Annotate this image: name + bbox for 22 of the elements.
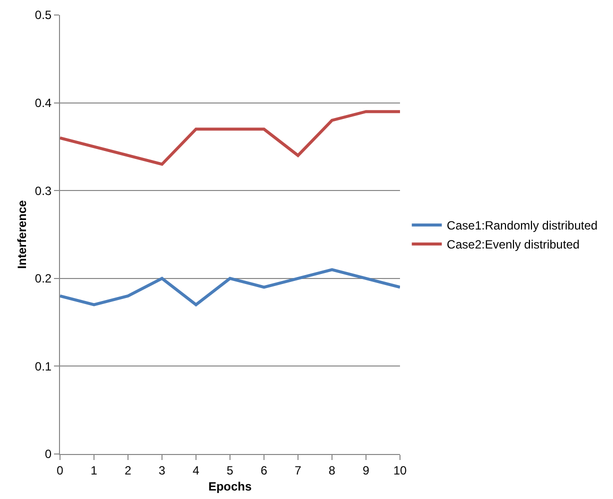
x-tick-label: 0	[56, 463, 64, 478]
x-tick-label: 8	[328, 463, 336, 478]
y-axis-title: Interference	[15, 200, 29, 269]
y-tick-label: 0.3	[34, 184, 52, 198]
x-tick-label: 10	[393, 463, 407, 478]
x-tick-label: 4	[192, 463, 200, 478]
y-tick-label: 0	[44, 447, 52, 462]
x-axis-title: Epochs	[208, 479, 252, 494]
x-tick-label: 9	[362, 463, 370, 478]
line-series	[60, 110, 400, 166]
y-tick-label: 0.1	[34, 359, 52, 374]
y-tick-label: 0.2	[34, 272, 52, 286]
y-tick-label: 0.5	[34, 8, 52, 22]
x-tick-label: 7	[294, 463, 302, 478]
x-tick-label: 2	[124, 463, 132, 478]
y-tick-label: 0.4	[34, 96, 52, 110]
legend-label: Case1:Randomly distributed	[446, 218, 598, 233]
x-tick-label: 3	[158, 463, 166, 478]
x-tick-label: 1	[90, 463, 98, 478]
x-tick-label: 5	[226, 463, 234, 478]
x-tick-label: 6	[260, 463, 268, 478]
legend-label: Case2:Evenly distributed	[446, 238, 580, 252]
